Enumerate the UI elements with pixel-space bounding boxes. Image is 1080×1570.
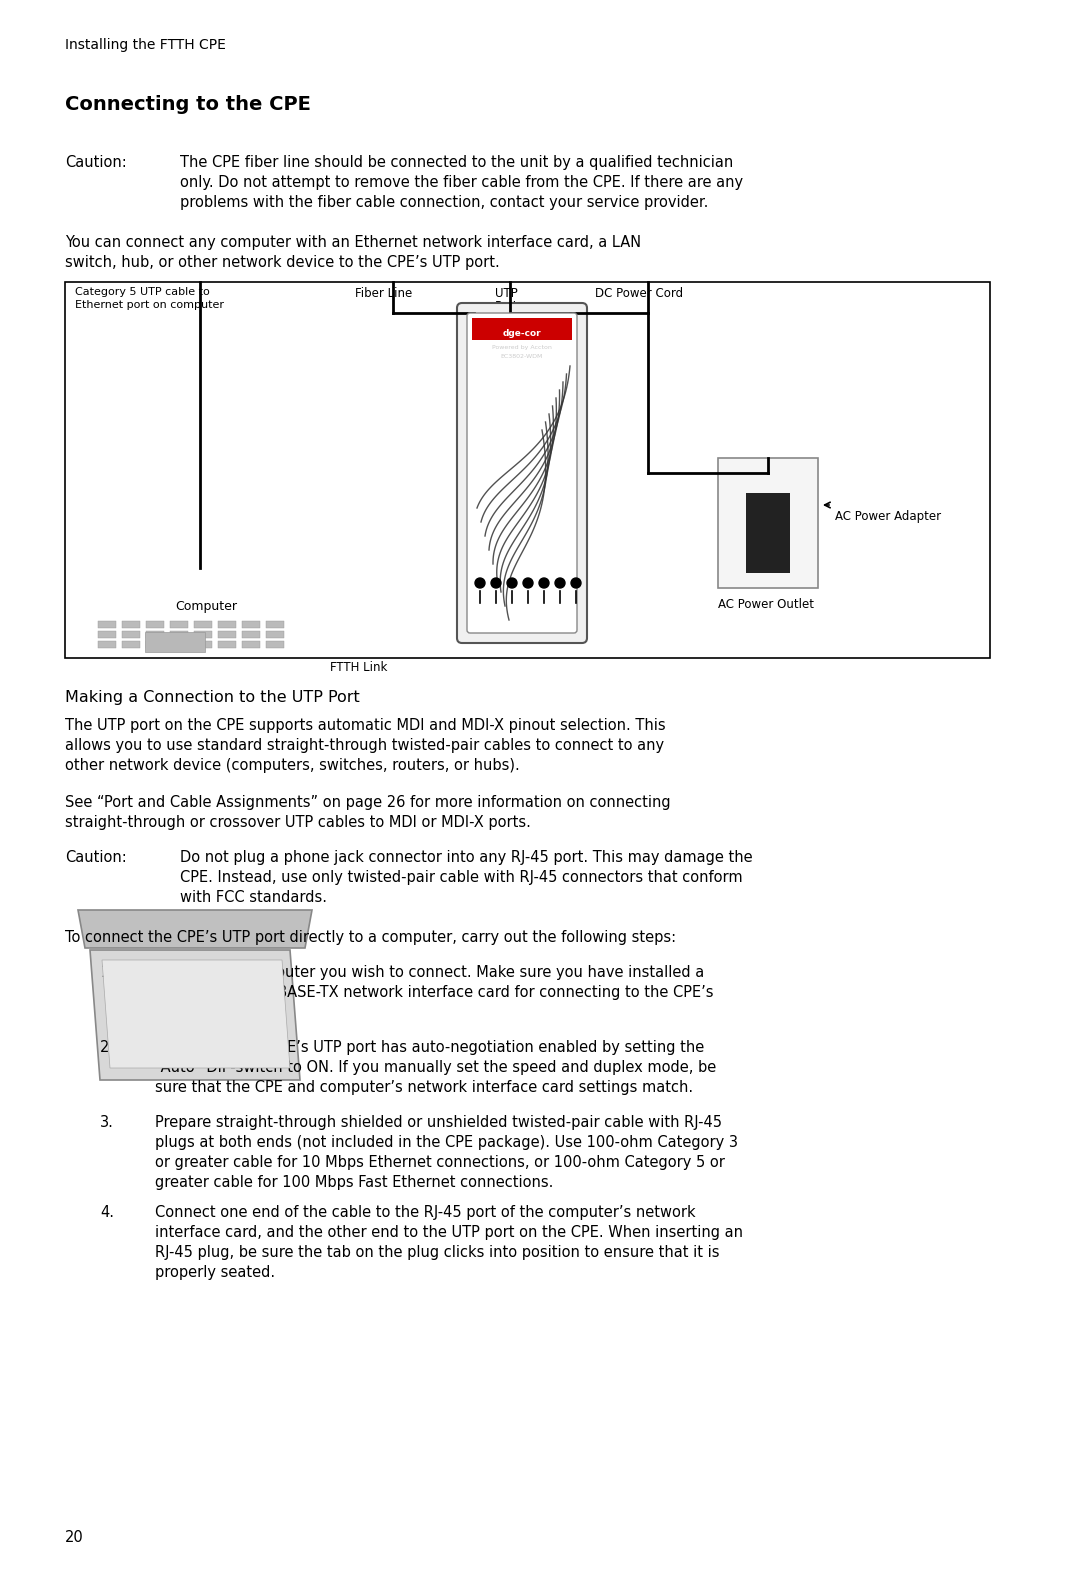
Text: plugs at both ends (not included in the CPE package). Use 100-ohm Category 3: plugs at both ends (not included in the … bbox=[156, 1135, 738, 1149]
Text: Installing the FTTH CPE: Installing the FTTH CPE bbox=[65, 38, 226, 52]
Polygon shape bbox=[90, 950, 300, 1080]
Text: Category 5 UTP cable to: Category 5 UTP cable to bbox=[75, 287, 210, 297]
Bar bbox=[146, 631, 164, 637]
Text: Powered by Accton: Powered by Accton bbox=[492, 345, 552, 350]
Bar bbox=[170, 622, 188, 628]
Bar bbox=[266, 641, 284, 648]
Text: Caution:: Caution: bbox=[65, 849, 126, 865]
FancyBboxPatch shape bbox=[467, 312, 577, 633]
Text: EC3802-WDM: EC3802-WDM bbox=[501, 353, 543, 360]
Text: 10BASE-T or 100BASE-TX network interface card for connecting to the CPE’s: 10BASE-T or 100BASE-TX network interface… bbox=[156, 984, 714, 1000]
Circle shape bbox=[507, 578, 517, 589]
Text: 4.: 4. bbox=[100, 1206, 114, 1220]
Text: Ethernet port on computer: Ethernet port on computer bbox=[75, 300, 224, 309]
Text: Computer: Computer bbox=[175, 600, 237, 612]
Text: problems with the fiber cable connection, contact your service provider.: problems with the fiber cable connection… bbox=[180, 195, 708, 210]
Text: Check that the CPE’s UTP port has auto-negotiation enabled by setting the: Check that the CPE’s UTP port has auto-n… bbox=[156, 1039, 704, 1055]
Text: Making a Connection to the UTP Port: Making a Connection to the UTP Port bbox=[65, 689, 360, 705]
Bar bbox=[122, 641, 140, 648]
Text: See “Port and Cable Assignments” on page 26 for more information on connecting: See “Port and Cable Assignments” on page… bbox=[65, 794, 671, 810]
Text: AC Power Adapter: AC Power Adapter bbox=[835, 510, 941, 523]
Text: 20: 20 bbox=[65, 1531, 84, 1545]
Polygon shape bbox=[102, 959, 291, 1068]
Bar bbox=[266, 622, 284, 628]
Text: with FCC standards.: with FCC standards. bbox=[180, 890, 327, 904]
Text: The CPE fiber line should be connected to the unit by a qualified technician: The CPE fiber line should be connected t… bbox=[180, 155, 733, 170]
Bar bbox=[146, 622, 164, 628]
Bar bbox=[218, 641, 237, 648]
Text: greater cable for 100 Mbps Fast Ethernet connections.: greater cable for 100 Mbps Fast Ethernet… bbox=[156, 1174, 553, 1190]
Text: Prepare straight-through shielded or unshielded twisted-pair cable with RJ-45: Prepare straight-through shielded or uns… bbox=[156, 1115, 723, 1130]
Bar bbox=[98, 641, 116, 648]
Text: Port: Port bbox=[495, 300, 518, 312]
Text: The UTP port on the CPE supports automatic MDI and MDI-X pinout selection. This: The UTP port on the CPE supports automat… bbox=[65, 717, 665, 733]
Text: 3.: 3. bbox=[100, 1115, 113, 1130]
Text: properly seated.: properly seated. bbox=[156, 1265, 275, 1280]
Bar bbox=[472, 319, 572, 341]
Bar bbox=[98, 631, 116, 637]
Bar bbox=[242, 622, 260, 628]
Text: CPE. Instead, use only twisted-pair cable with RJ-45 connectors that conform: CPE. Instead, use only twisted-pair cabl… bbox=[180, 870, 743, 885]
Bar bbox=[122, 631, 140, 637]
Text: sure that the CPE and computer’s network interface card settings match.: sure that the CPE and computer’s network… bbox=[156, 1080, 693, 1094]
Bar bbox=[194, 641, 212, 648]
Text: AC Power Outlet: AC Power Outlet bbox=[718, 598, 814, 611]
Text: Connect one end of the cable to the RJ-45 port of the computer’s network: Connect one end of the cable to the RJ-4… bbox=[156, 1206, 696, 1220]
Text: 2.: 2. bbox=[100, 1039, 114, 1055]
Text: RJ-45 plug, be sure the tab on the plug clicks into position to ensure that it i: RJ-45 plug, be sure the tab on the plug … bbox=[156, 1245, 719, 1261]
Bar bbox=[218, 622, 237, 628]
Text: You can connect any computer with an Ethernet network interface card, a LAN: You can connect any computer with an Eth… bbox=[65, 236, 642, 250]
Text: dge-cor: dge-cor bbox=[502, 330, 541, 338]
Circle shape bbox=[491, 578, 501, 589]
Bar bbox=[718, 458, 818, 589]
Bar bbox=[122, 622, 140, 628]
Circle shape bbox=[555, 578, 565, 589]
FancyBboxPatch shape bbox=[457, 303, 588, 644]
Bar bbox=[65, 283, 990, 658]
Bar bbox=[746, 493, 789, 573]
Text: switch, hub, or other network device to the CPE’s UTP port.: switch, hub, or other network device to … bbox=[65, 254, 500, 270]
Text: UTP port.: UTP port. bbox=[156, 1005, 222, 1021]
Bar bbox=[170, 631, 188, 637]
Circle shape bbox=[475, 578, 485, 589]
Text: UTP: UTP bbox=[495, 287, 517, 300]
Text: straight-through or crossover UTP cables to MDI or MDI-X ports.: straight-through or crossover UTP cables… bbox=[65, 815, 531, 831]
Text: or greater cable for 10 Mbps Ethernet connections, or 100-ohm Category 5 or: or greater cable for 10 Mbps Ethernet co… bbox=[156, 1156, 725, 1170]
Bar bbox=[218, 631, 237, 637]
Bar bbox=[146, 641, 164, 648]
Circle shape bbox=[539, 578, 549, 589]
Text: FTTH Link: FTTH Link bbox=[330, 661, 388, 674]
Text: 1.: 1. bbox=[100, 966, 114, 980]
Text: only. Do not attempt to remove the fiber cable from the CPE. If there are any: only. Do not attempt to remove the fiber… bbox=[180, 174, 743, 190]
Bar bbox=[170, 641, 188, 648]
Bar bbox=[194, 631, 212, 637]
Text: other network device (computers, switches, routers, or hubs).: other network device (computers, switche… bbox=[65, 758, 519, 772]
Bar bbox=[194, 622, 212, 628]
Text: “Auto” DIP-switch to ON. If you manually set the speed and duplex mode, be: “Auto” DIP-switch to ON. If you manually… bbox=[156, 1060, 716, 1075]
Text: Fiber Line: Fiber Line bbox=[355, 287, 413, 300]
Text: allows you to use standard straight-through twisted-pair cables to connect to an: allows you to use standard straight-thro… bbox=[65, 738, 664, 754]
Text: interface card, and the other end to the UTP port on the CPE. When inserting an: interface card, and the other end to the… bbox=[156, 1225, 743, 1240]
Bar bbox=[98, 622, 116, 628]
Bar bbox=[242, 631, 260, 637]
Text: Do not plug a phone jack connector into any RJ-45 port. This may damage the: Do not plug a phone jack connector into … bbox=[180, 849, 753, 865]
Text: DC Power Cord: DC Power Cord bbox=[595, 287, 684, 300]
Bar bbox=[145, 633, 205, 652]
Text: Prepare the computer you wish to connect. Make sure you have installed a: Prepare the computer you wish to connect… bbox=[156, 966, 704, 980]
Circle shape bbox=[523, 578, 534, 589]
Polygon shape bbox=[78, 911, 312, 948]
Text: Connecting to the CPE: Connecting to the CPE bbox=[65, 96, 311, 115]
Text: Caution:: Caution: bbox=[65, 155, 126, 170]
Bar bbox=[266, 631, 284, 637]
Text: To connect the CPE’s UTP port directly to a computer, carry out the following st: To connect the CPE’s UTP port directly t… bbox=[65, 929, 676, 945]
Bar bbox=[242, 641, 260, 648]
Circle shape bbox=[571, 578, 581, 589]
